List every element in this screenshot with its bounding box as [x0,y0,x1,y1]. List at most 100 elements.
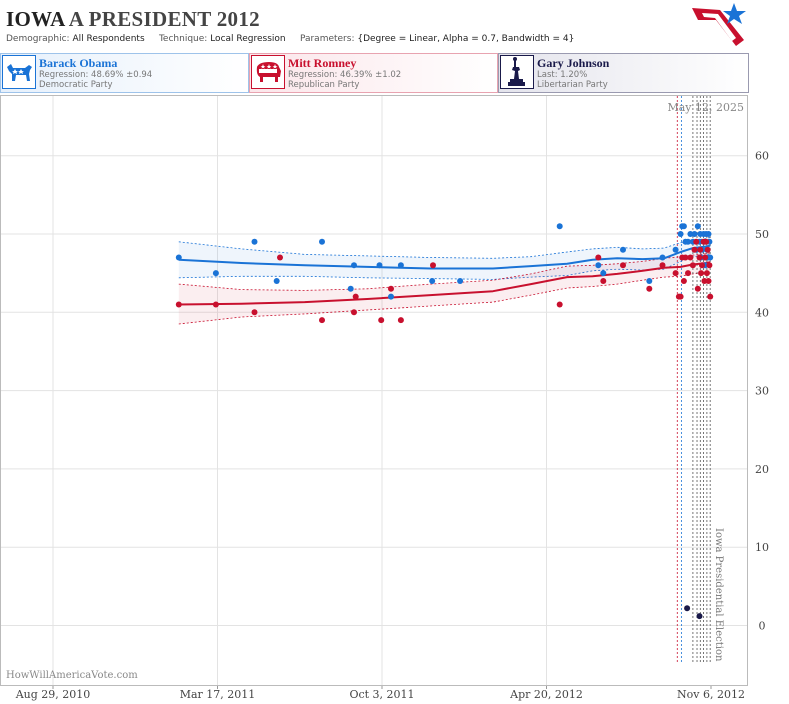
obama-poll-point [677,231,684,237]
watermark: HowWillAmericaVote.com [6,670,138,681]
obama-poll-point [694,223,701,230]
header: IOWA A PRESIDENT 2012 Demographic: All R… [0,0,789,52]
candidate-card-obama[interactable]: Barack Obama Regression: 48.69% ±0.94 De… [0,53,249,93]
parameters-line: Demographic: All Respondents Technique: … [6,34,574,44]
romney-poll-point [706,262,713,269]
romney-confidence-fill [178,252,711,324]
romney-poll-point [600,278,607,284]
obama-trend-line [178,244,711,270]
poll-date-lines [676,96,711,664]
obama-poll-point [347,285,354,292]
romney-poll-point [378,317,385,324]
candidate-party: Democratic Party [39,80,113,90]
parameters-label: Parameters: [299,34,355,44]
romney-poll-point [689,262,696,269]
romney-poll-point [319,317,325,324]
obama-poll-point [429,278,436,284]
romney-poll-point [212,301,219,308]
romney-lower-bound [178,271,711,325]
demographic-label: Demographic: [6,34,70,44]
romney-poll-point [351,309,357,316]
race-title: A PRESIDENT 2012 [68,7,260,31]
romney-poll-point [677,293,684,300]
star-logo-icon [692,3,746,46]
romney-poll-point [595,254,602,261]
candidate-name: Barack Obama [39,56,118,70]
candidate-stat: Regression: 46.39% ±1.02 [288,70,402,80]
x-tick-label: Apr 20, 2012 [509,688,583,701]
donkey-icon [2,55,36,89]
y-tick-label: 30 [755,385,769,398]
romney-poll-point [703,238,710,245]
grid-layer [1,96,747,689]
poll-points [175,223,714,620]
obama-poll-point [646,278,653,284]
romney-poll-point [694,285,701,292]
romney-poll-point [430,262,436,269]
state-name: IOWA [6,7,65,31]
parameters-value: {Degree = Linear, Alpha = 0.7, Bandwidth… [357,34,575,44]
obama-poll-point [707,254,714,261]
johnson-poll-point [684,605,691,612]
y-tick-label: 10 [755,541,769,554]
romney-poll-point [352,293,359,300]
romney-poll-point [696,254,703,261]
johnson-poll-point [696,613,703,620]
candidate-party: Republican Party [288,80,360,90]
obama-poll-point [672,246,679,253]
romney-poll-point [672,270,679,277]
obama-poll-point [691,231,698,237]
obama-poll-point [685,238,691,245]
romney-poll-point [397,317,404,324]
romney-poll-point [682,254,689,261]
obama-poll-point [595,262,602,269]
obama-poll-point [251,238,258,245]
obama-poll-point [212,270,219,277]
romney-poll-point [691,246,698,253]
romney-poll-point [251,309,258,316]
romney-poll-point [175,301,182,308]
obama-poll-point [659,254,666,261]
obama-poll-point [273,278,280,284]
candidate-card-romney[interactable]: Mitt Romney Regression: 46.39% ±1.02 Rep… [249,53,498,93]
romney-poll-point [680,278,687,284]
date-stamp: May 12, 2025 [667,101,744,114]
obama-poll-point [687,231,694,237]
romney-poll-point [693,238,700,245]
romney-trend-line [178,261,711,306]
x-tick-label: Oct 3, 2011 [349,688,414,701]
romney-upper-bound [178,252,711,291]
romney-poll-point [701,278,708,284]
romney-poll-point [388,285,394,292]
romney-poll-point [704,246,711,253]
elephant-icon [251,55,285,89]
y-tick-label: 20 [755,463,769,476]
romney-poll-point [620,262,626,269]
candidate-name: Mitt Romney [288,56,357,70]
candidate-stat: Regression: 48.69% ±0.94 [39,70,153,80]
obama-poll-point [319,238,325,245]
x-tick-label: Aug 29, 2010 [15,688,91,701]
romney-poll-point [556,301,563,308]
romney-poll-point [646,285,653,292]
romney-poll-point [697,246,704,253]
trend-lines [178,244,711,306]
obama-poll-point [556,223,563,230]
axis-labels: 0 10 20 30 40 50 60 Aug 29, 2010 Mar 17, 2011 Oct… [15,150,769,701]
election-label: Iowa Presidential Election [713,528,724,662]
technique-label: Technique: [158,34,208,44]
obama-poll-point [175,254,182,261]
candidate-party: Libertarian Party [537,80,608,90]
candidate-stat: Last: 1.20% [537,70,588,80]
obama-poll-point [376,262,383,269]
romney-poll-point [659,262,666,269]
obama-poll-point [600,270,607,277]
candidate-card-johnson[interactable]: Gary Johnson Last: 1.20% Libertarian Par… [498,53,749,93]
romney-poll-point [707,293,714,300]
confidence-bands [178,236,711,325]
obama-poll-point [680,223,687,230]
romney-poll-point [685,270,691,277]
page-title: IOWA A PRESIDENT 2012 [6,7,260,32]
demographic-value: All Respondents [72,34,145,44]
